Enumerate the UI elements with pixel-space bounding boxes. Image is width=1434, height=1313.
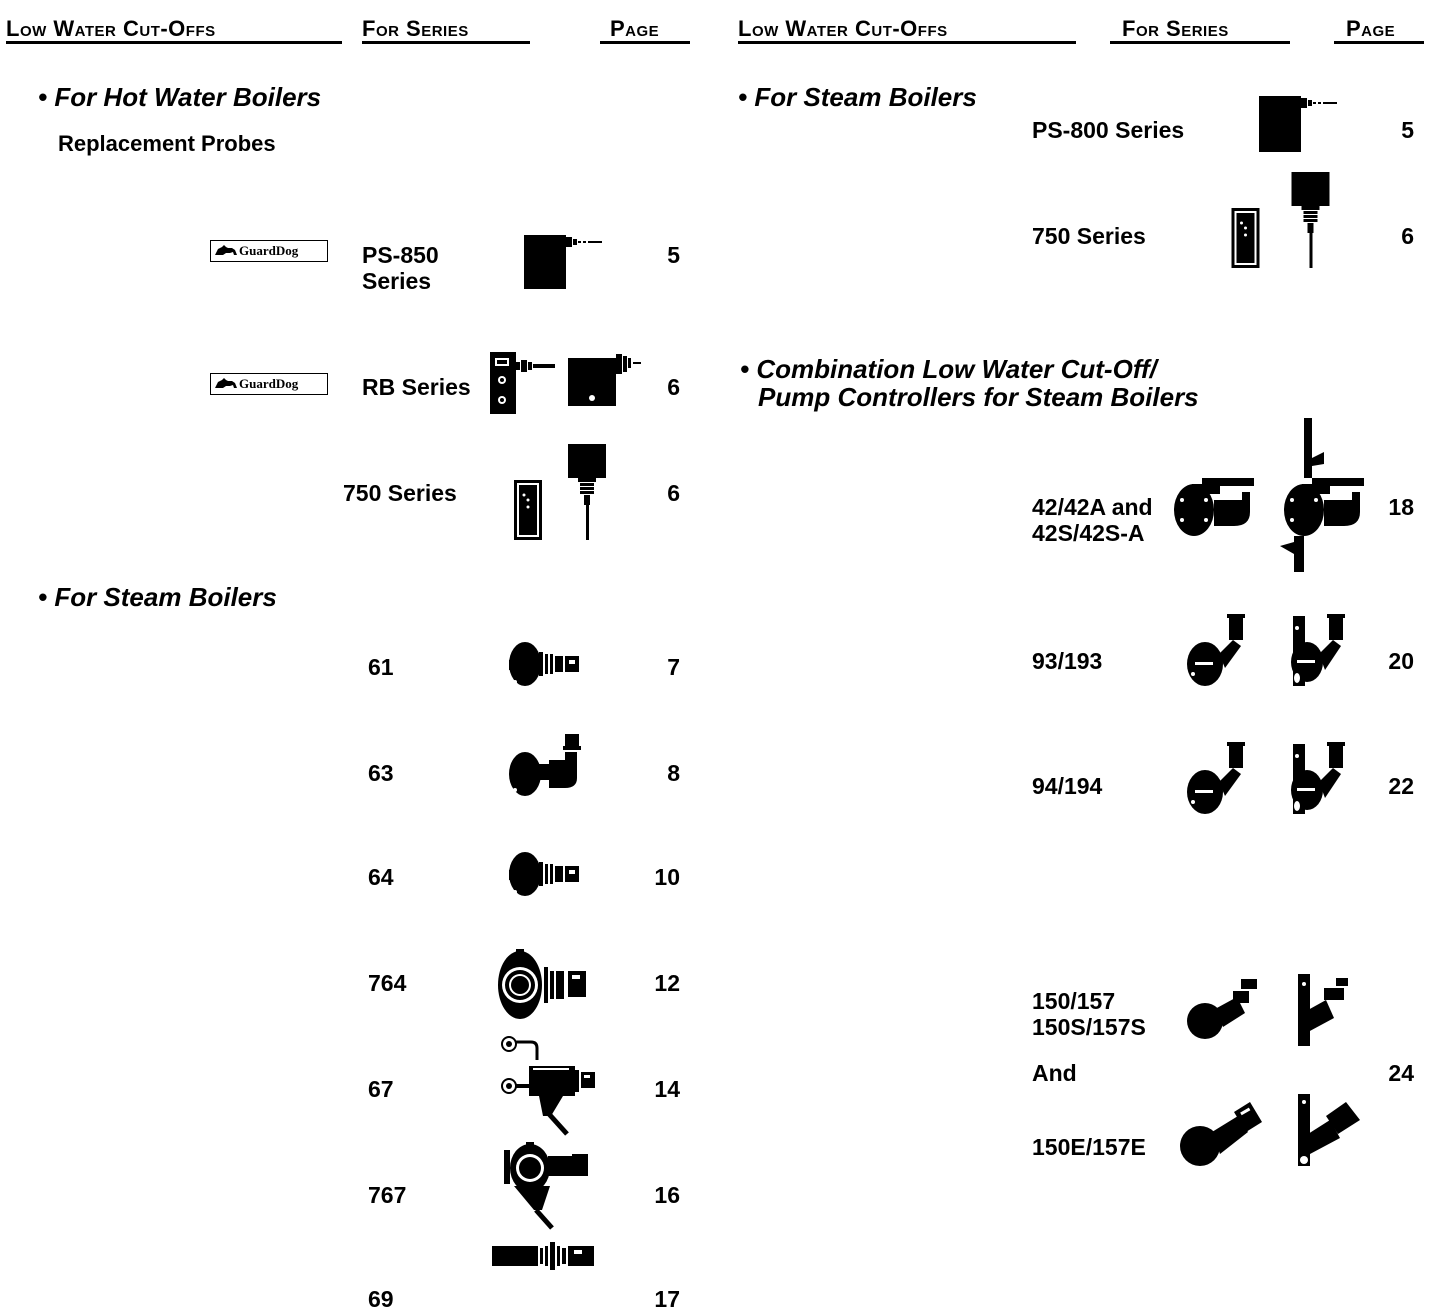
pump-controller-icon [1280, 418, 1364, 572]
page-64: 10 [654, 864, 680, 890]
probe-box-icon [524, 235, 602, 289]
guarddog-icon [215, 378, 237, 388]
pump-controller-icon [1180, 1102, 1262, 1166]
left-header-page-rule [600, 41, 690, 44]
pump-controller-icon [1187, 614, 1245, 686]
pump-controller-icon [1174, 478, 1254, 536]
rb-page: 6 [667, 374, 680, 400]
series-150-line2: 150S/157S [1032, 1014, 1146, 1040]
guarddog-logo: GuardDog [210, 373, 328, 395]
750-series-label-right: 750 Series [1032, 223, 1146, 249]
left-header-title-rule [6, 41, 342, 44]
inline-cutoff-icon [492, 1242, 594, 1270]
ps800-series-label: PS-800 Series [1032, 117, 1185, 143]
series-42-line1: 42/42A and [1032, 494, 1153, 520]
series-767: 767 [368, 1182, 407, 1208]
float-drain-icon [504, 1142, 588, 1230]
page-67: 14 [654, 1076, 680, 1102]
pump-controller-icon [1187, 979, 1257, 1039]
right-header-page: Page [1346, 16, 1396, 41]
replacement-probes-subheading: Replacement Probes [58, 131, 276, 156]
750-probe-icon [514, 444, 606, 540]
right-header-title-rule [738, 41, 1076, 44]
right-header-title: Low Water Cut-Offs [738, 16, 948, 41]
page-94: 22 [1388, 773, 1414, 799]
combination-heading-line1: • Combination Low Water Cut-Off/ [740, 354, 1157, 384]
pump-controller-icon [1291, 614, 1345, 686]
left-header-series: For Series [362, 16, 469, 41]
series-764: 764 [368, 970, 407, 996]
page-150: 24 [1388, 1060, 1414, 1086]
float-valve-icon [501, 1036, 595, 1136]
left-header-series-rule [362, 41, 530, 44]
750-page: 6 [667, 480, 680, 506]
right-header-series-rule [1110, 41, 1290, 44]
rb-series-label: RB Series [362, 374, 471, 400]
float-control-icon [509, 852, 579, 896]
connector-and: And [1032, 1060, 1077, 1086]
page-42: 18 [1388, 494, 1414, 520]
guarddog-brand: GuardDog [239, 243, 299, 258]
float-control-icon [509, 642, 579, 686]
left-header-page: Page [610, 16, 660, 41]
pump-controller-icon [1298, 974, 1348, 1046]
guarddog-brand: GuardDog [239, 376, 299, 391]
pump-controller-icon [1187, 742, 1245, 814]
probe-box-icon [1259, 96, 1337, 152]
series-93: 93/193 [1032, 648, 1103, 674]
left-header-title: Low Water Cut-Offs [6, 16, 216, 41]
steam-heading-left: • For Steam Boilers [38, 582, 277, 612]
series-69: 69 [368, 1286, 394, 1312]
series-63: 63 [368, 760, 394, 786]
series-150-line1: 150/157 [1032, 988, 1116, 1014]
series-64: 64 [368, 864, 394, 890]
page-69: 17 [654, 1286, 680, 1312]
guarddog-logo: GuardDog [210, 240, 328, 262]
page-93: 20 [1388, 648, 1414, 674]
hot-water-heading: • For Hot Water Boilers [38, 82, 322, 112]
750-page-right: 6 [1401, 223, 1414, 249]
page-63: 8 [667, 760, 680, 786]
ps850-series-line2: Series [362, 268, 432, 294]
ps850-page: 5 [667, 242, 680, 268]
series-61: 61 [368, 654, 394, 680]
pump-controller-icon [1298, 1094, 1360, 1166]
guarddog-icon [215, 245, 237, 255]
series-94: 94/194 [1032, 773, 1103, 799]
steam-heading-right: • For Steam Boilers [738, 82, 977, 112]
series-67: 67 [368, 1076, 394, 1102]
rb-probe-icon [490, 352, 641, 414]
ps800-page: 5 [1401, 117, 1414, 143]
pump-controller-icon [1291, 742, 1345, 814]
right-header-series: For Series [1122, 16, 1229, 41]
ps850-series-line1: PS-850 [362, 242, 439, 268]
series-42-line2: 42S/42S-A [1032, 520, 1145, 546]
right-header-page-rule [1334, 41, 1424, 44]
750-series-label: 750 Series [343, 480, 457, 506]
page-61: 7 [667, 654, 680, 680]
750-probe-icon [1231, 172, 1330, 268]
series-150-line3: 150E/157E [1032, 1134, 1146, 1160]
combination-heading-line2: Pump Controllers for Steam Boilers [758, 382, 1199, 412]
page-767: 16 [654, 1182, 680, 1208]
float-elbow-icon [509, 734, 581, 796]
page-764: 12 [654, 970, 680, 996]
float-large-icon [498, 949, 586, 1019]
